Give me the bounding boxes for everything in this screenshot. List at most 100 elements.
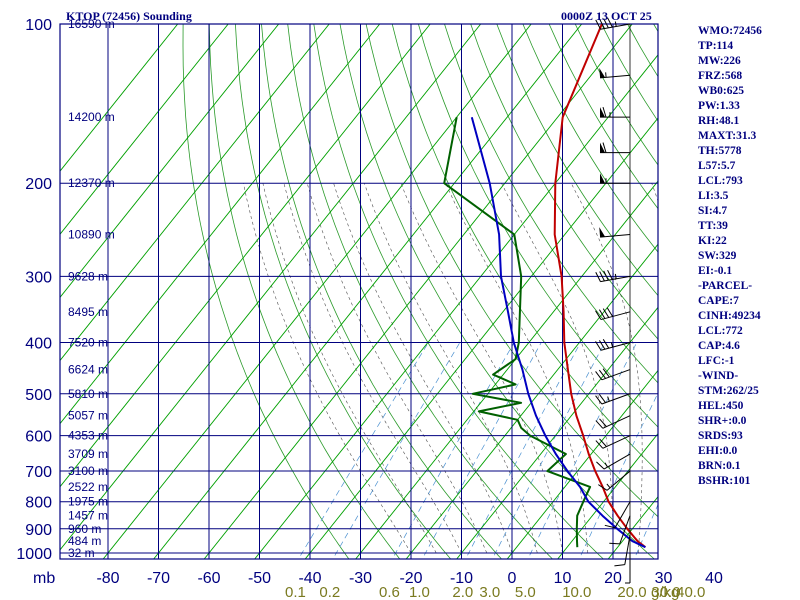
- index-item: KI:22: [698, 235, 727, 247]
- barb-flag: [602, 368, 610, 378]
- barb-flag: [598, 484, 608, 491]
- barb-flag: [604, 524, 616, 529]
- height-label: 16590 m: [68, 17, 115, 31]
- barb-staff: [602, 415, 631, 429]
- temp-tick-label: 20: [604, 570, 622, 587]
- index-item: RH:48.1: [698, 115, 740, 127]
- barb-flag: [598, 369, 606, 379]
- barb-flag: [602, 339, 610, 349]
- barb-flag: [607, 269, 613, 280]
- barb-half-flag: [614, 21, 617, 27]
- index-item: WB0:625: [698, 85, 744, 97]
- barb-flag: [606, 307, 614, 317]
- wind-barb: [595, 339, 631, 351]
- temp-tick-label: -20: [399, 570, 422, 587]
- barb-flag: [595, 420, 604, 429]
- pressure-tick-label: 900: [25, 522, 52, 539]
- index-item: SHR+:0.0: [698, 415, 747, 427]
- temp-tick-label: -60: [197, 570, 220, 587]
- pressure-tick-label: 1000: [16, 546, 52, 563]
- wind-barb: [600, 107, 630, 118]
- barb-staff: [601, 369, 631, 381]
- mixing-ratio-line: [298, 342, 429, 559]
- isotherm: [60, 24, 482, 551]
- height-label: 14200 m: [68, 110, 115, 124]
- mixing-ratio-label: 5.0: [515, 584, 536, 600]
- barb-staff: [619, 515, 631, 545]
- barb-staff: [603, 453, 631, 470]
- index-item: FRZ:568: [698, 70, 743, 82]
- indices-panel: WMO:72456 TP:114 MW:226 FRZ:568 WB0:625 PW:1.…: [698, 24, 762, 489]
- barb-flag: [599, 418, 607, 427]
- index-item: MAXT:31.3: [698, 130, 757, 142]
- index-item: -PARCEL-: [698, 280, 753, 292]
- barb-staff: [601, 393, 631, 405]
- index-item: WMO:72456: [698, 25, 762, 37]
- moist-adiabat: [283, 183, 462, 554]
- pressure-tick-label: 800: [25, 495, 52, 512]
- index-item: HEL:450: [698, 400, 744, 412]
- isotherm: [557, 432, 658, 559]
- dry-adiabat: [365, 24, 658, 518]
- mixing-ratio-line: [578, 392, 658, 559]
- index-item: MW:226: [698, 55, 741, 67]
- mixing-ratio-line: [391, 342, 515, 559]
- dry-adiabat: [261, 24, 503, 559]
- pressure-tick-label: 600: [25, 429, 52, 446]
- index-item: BRN:0.1: [698, 460, 741, 472]
- index-item: L57:5.7: [698, 160, 736, 172]
- dry-adiabat: [444, 24, 658, 384]
- temperature-trace: [553, 24, 647, 548]
- isotherm: [60, 24, 179, 172]
- barb-flag: [603, 18, 609, 29]
- height-label: 10890 m: [68, 228, 115, 242]
- mixing-ratio-line: [465, 342, 581, 559]
- barb-staff: [614, 501, 631, 528]
- barb-half-flag: [606, 483, 611, 489]
- wind-barb: [599, 67, 631, 79]
- mixing-ratio-label: 2.0: [452, 584, 473, 600]
- temp-tick-label: -10: [450, 570, 473, 587]
- barb-flag: [595, 19, 601, 30]
- wind-barb: [609, 515, 631, 545]
- wind-barb: [598, 470, 631, 491]
- wind-barb: [596, 453, 631, 470]
- barb-pennant: [600, 142, 605, 153]
- index-item: BSHR:101: [698, 475, 751, 487]
- isotherm: [304, 117, 658, 559]
- mixing-ratio-label: 1.0: [409, 584, 430, 600]
- mixing-ratio-label: 0.2: [319, 584, 340, 600]
- dry-adiabat: [522, 24, 658, 253]
- height-label: 7520 m: [68, 335, 108, 349]
- dewpoint-trace: [443, 117, 592, 548]
- temp-tick-label: 30: [655, 570, 673, 587]
- temp-tick-label: 40: [705, 570, 723, 587]
- height-label: 8495 m: [68, 305, 108, 319]
- dry-adiabat: [208, 24, 401, 559]
- wind-barb: [595, 415, 631, 429]
- index-item: LFC:-1: [698, 355, 735, 367]
- barb-staff: [606, 470, 631, 491]
- temp-tick-label: 0: [508, 570, 517, 587]
- index-item: -WIND-: [698, 370, 739, 382]
- index-item: STM:262/25: [698, 385, 759, 397]
- mixing-ratio-label: 20.0: [617, 584, 646, 600]
- parcel-trace: [470, 116, 646, 549]
- dry-adiabat: [793, 0, 800, 564]
- index-item: PW:1.33: [698, 100, 740, 112]
- wind-barb: [604, 501, 631, 529]
- wind-barb: [595, 435, 631, 449]
- isotherm: [203, 24, 633, 559]
- barb-flag: [596, 461, 605, 470]
- barb-flag: [598, 393, 606, 403]
- wind-barb: [595, 269, 631, 283]
- isotherm: [405, 243, 658, 559]
- index-item: CAP:4.6: [698, 340, 740, 352]
- wind-barb: [599, 227, 631, 238]
- height-label: 484 m: [68, 534, 101, 548]
- pressure-unit-label: mb: [33, 570, 55, 587]
- index-item: SRDS:93: [698, 430, 743, 442]
- index-item: CAPE:7: [698, 295, 739, 307]
- isotherm: [60, 24, 280, 299]
- moist-adiabat: [306, 183, 488, 554]
